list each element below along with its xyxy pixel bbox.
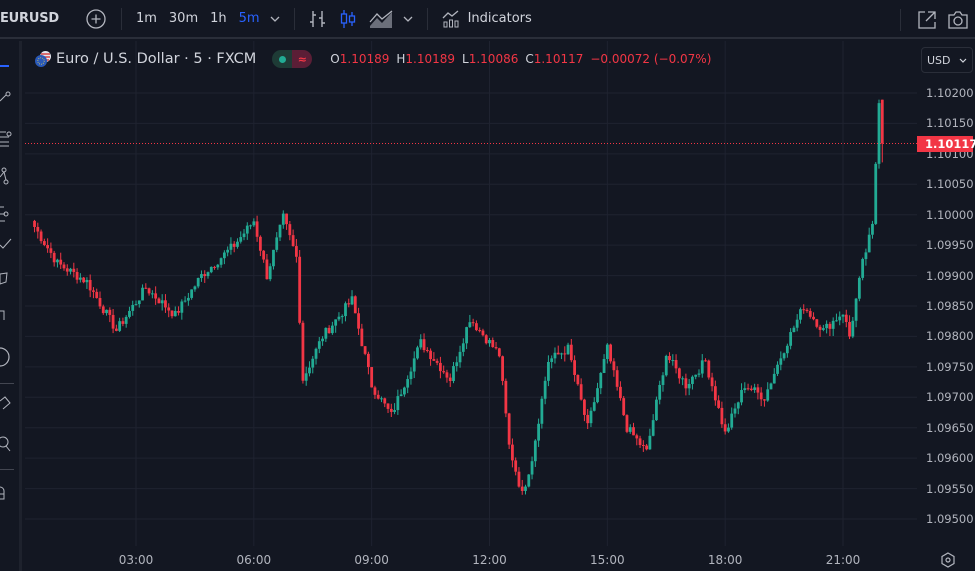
change-value: −0.00072 (−0.07%) [590, 52, 712, 66]
indicators-icon [442, 10, 462, 28]
measure-icon[interactable] [0, 309, 14, 325]
timeframe-1m[interactable]: 1m [135, 11, 157, 26]
price-tick: 1.09750 [926, 359, 974, 374]
timeframe-1h[interactable]: 1h [210, 11, 227, 26]
current-price-label: 1.10117 [917, 136, 975, 152]
indicators-button[interactable]: Indicators [442, 10, 532, 28]
symbol-title[interactable]: Euro / U.S. Dollar · 5 · FXCM [56, 51, 257, 67]
area-chart-icon[interactable] [369, 9, 393, 28]
price-tick: 1.09500 [926, 512, 974, 526]
price-tick: 1.09900 [926, 268, 974, 283]
price-tick: 1.09950 [926, 238, 974, 253]
market-status-toggle[interactable]: ≈ [272, 50, 313, 68]
time-tick: 12:00 [472, 553, 507, 567]
timeframe-30m[interactable]: 30m [168, 11, 199, 26]
time-tick: 18:00 [707, 553, 743, 567]
active-tool-indicator [0, 65, 9, 67]
camera-icon[interactable] [947, 10, 969, 30]
add-symbol-icon[interactable] [85, 8, 107, 30]
currency-label: USD [927, 53, 951, 67]
chevron-down-icon[interactable] [403, 16, 413, 22]
price-tick: 1.10200 [926, 86, 974, 100]
price-tick: 1.10150 [926, 116, 974, 131]
text-icon[interactable] [0, 271, 14, 287]
chart-legend: Euro / U.S. Dollar · 5 · FXCM ≈ O1.10189… [34, 48, 713, 70]
market-open-dot-icon [272, 50, 293, 68]
time-tick: 06:00 [236, 553, 272, 567]
chevron-down-icon [959, 58, 967, 63]
timeframe-5m[interactable]: 5m [238, 11, 260, 26]
prediction-icon[interactable] [0, 205, 14, 222]
candles-icon[interactable] [339, 9, 357, 29]
price-tick: 1.09700 [926, 390, 974, 405]
price-tick: 1.10050 [926, 177, 974, 192]
time-tick: 21:00 [825, 553, 861, 567]
low-value: 1.10086 [468, 52, 519, 66]
time-tick: 09:00 [354, 553, 389, 567]
currency-select[interactable]: USD [921, 47, 973, 73]
drawing-toolbar [0, 41, 22, 571]
bar-chart-icon[interactable] [309, 9, 327, 29]
delayed-data-icon: ≈ [292, 50, 313, 68]
divider [293, 7, 295, 30]
currency-flag-icon [34, 50, 52, 68]
divider [900, 8, 901, 31]
trend-line-icon[interactable] [0, 89, 14, 105]
price-scale[interactable]: 1.10200 1.10150 1.10100 1.10050 1.10000 1.099… [917, 41, 975, 546]
popout-icon[interactable] [917, 10, 937, 30]
price-tick: 1.09800 [926, 329, 974, 344]
ohlc-values: O1.10189 H1.10189 L1.10086 C1.10117 −0.0… [330, 52, 712, 66]
brush-icon[interactable] [0, 237, 14, 253]
zoom-in-icon[interactable] [0, 435, 14, 452]
chart-plot-area[interactable] [25, 41, 917, 546]
divider [0, 383, 14, 384]
fib-retracement-icon[interactable] [0, 129, 14, 147]
high-value: 1.10189 [405, 52, 456, 66]
close-value: 1.10117 [533, 52, 584, 66]
price-tick: 1.09550 [926, 481, 974, 496]
time-scale[interactable]: 03:00 06:00 09:00 12:00 15:00 18:00 21:00 [25, 546, 917, 571]
divider [426, 7, 428, 30]
price-tick: 1.09650 [926, 420, 974, 435]
pattern-icon[interactable] [0, 167, 14, 185]
shape-icon[interactable] [0, 347, 14, 367]
price-tick: 1.10000 [926, 207, 974, 222]
indicators-label: Indicators [467, 11, 532, 26]
top-toolbar: EURUSD 1m 30m 1h 5m Indicators [0, 0, 975, 39]
lock-icon[interactable] [0, 483, 14, 500]
price-tick: 1.09600 [926, 451, 974, 466]
chevron-down-icon[interactable] [270, 16, 280, 22]
ruler-icon[interactable] [0, 395, 14, 411]
open-value: 1.10189 [339, 52, 390, 66]
symbol-search-button[interactable]: EURUSD [0, 11, 59, 26]
time-tick: 03:00 [118, 553, 154, 567]
candlestick-chart [25, 41, 917, 546]
divider [120, 7, 122, 30]
time-tick: 15:00 [590, 553, 625, 567]
price-tick: 1.09850 [926, 299, 974, 313]
divider [0, 469, 14, 470]
settings-icon[interactable] [940, 552, 956, 568]
